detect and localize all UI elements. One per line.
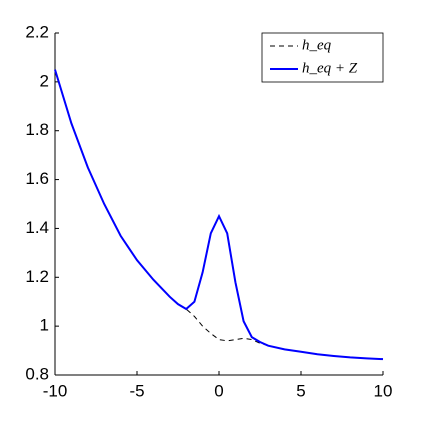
legend-box — [261, 32, 384, 83]
y-tick-label: 1.6 — [25, 169, 49, 188]
y-tick-label: 1.8 — [25, 120, 49, 139]
y-tick-label: 0.8 — [25, 364, 49, 383]
y-tick-label: 1.4 — [25, 218, 49, 237]
y-tick-label: 1 — [40, 316, 49, 335]
legend-label: h_eq + Z — [302, 60, 358, 76]
y-tick-label: 2.2 — [25, 22, 49, 41]
x-tick-label: 10 — [374, 381, 393, 400]
series-line — [54, 69, 384, 361]
y-tick-label: 1.2 — [25, 267, 49, 286]
x-tick-label: 0 — [214, 381, 223, 400]
y-tick-label: 2 — [40, 71, 49, 90]
legend-label: h_eq — [302, 37, 332, 53]
x-tick-label: -10 — [43, 381, 68, 400]
x-tick-label: -5 — [129, 381, 144, 400]
x-tick-label: 5 — [296, 381, 305, 400]
